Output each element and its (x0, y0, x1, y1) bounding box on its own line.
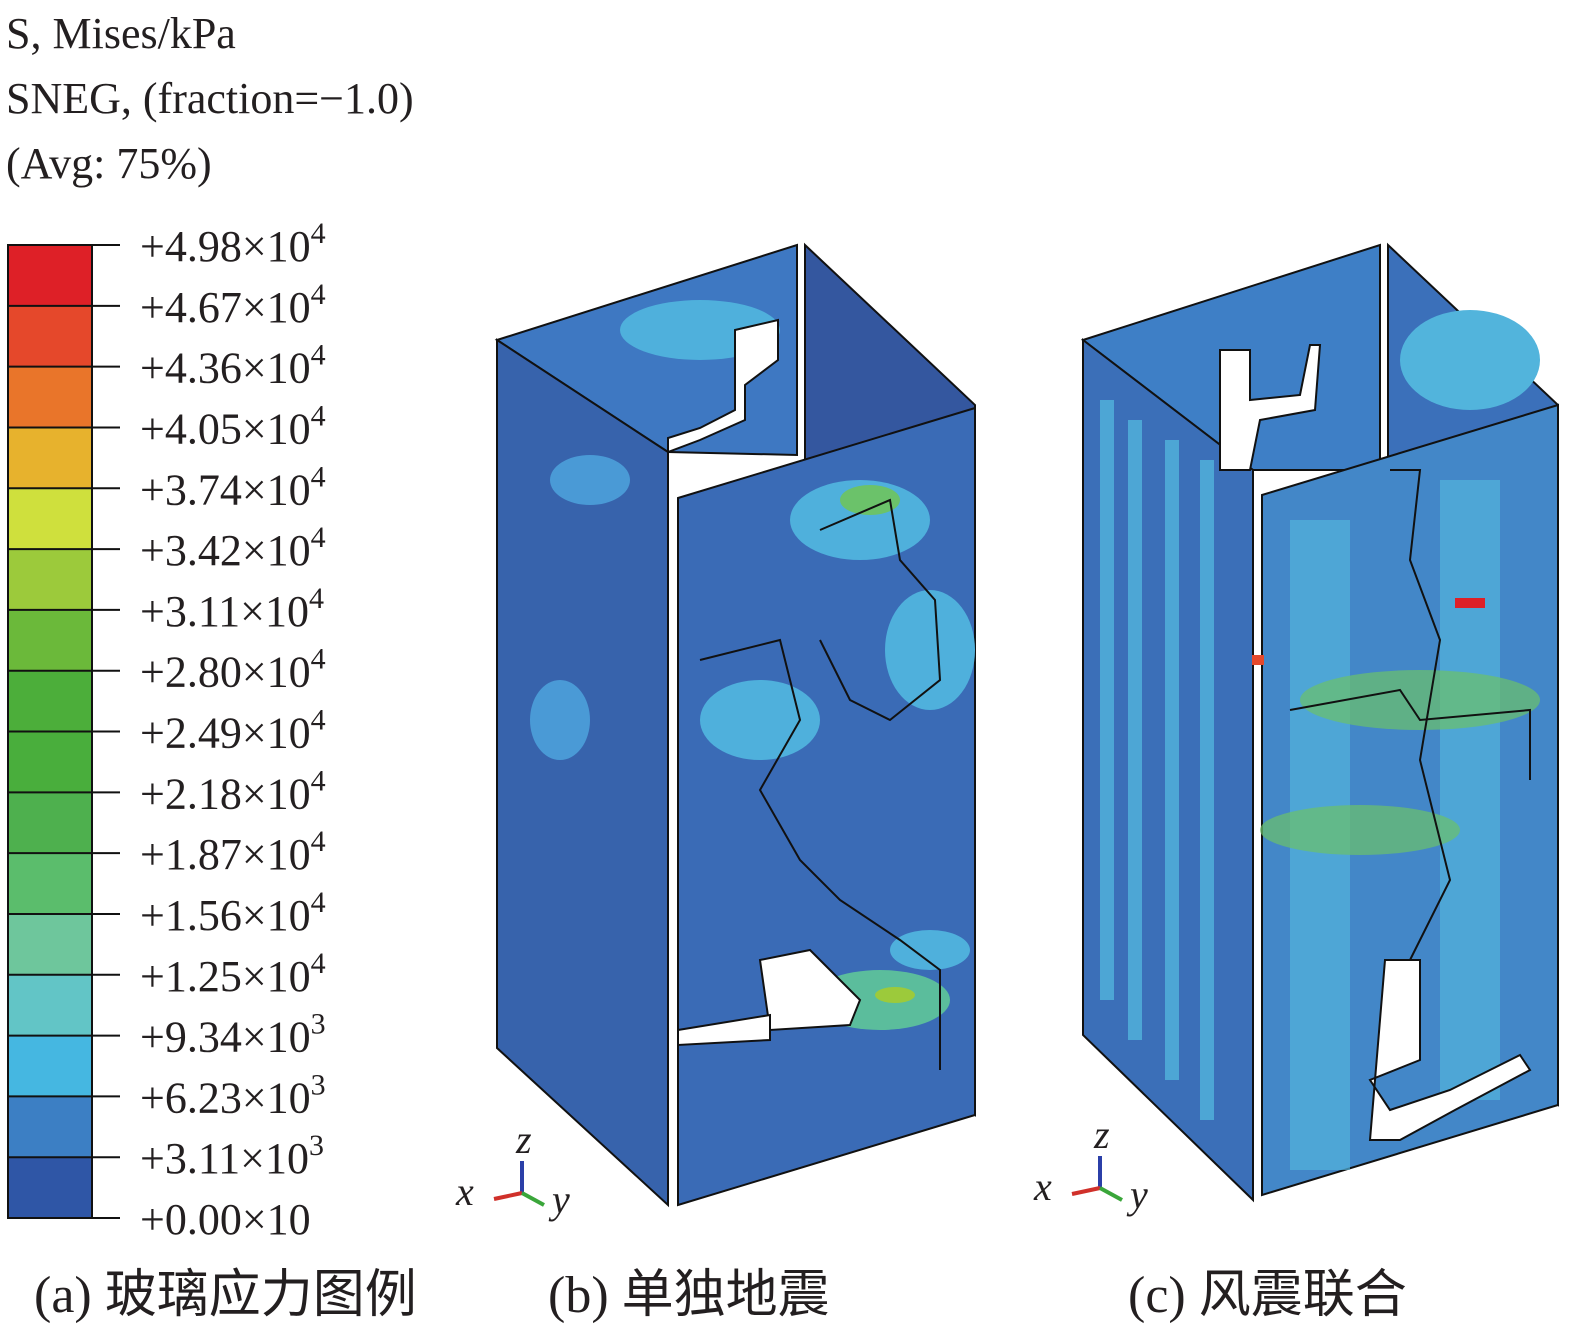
tick-exponent: 4 (311, 947, 326, 980)
axis-y (521, 1191, 545, 1207)
legend-tick-label: +3.11×104 (140, 582, 324, 636)
legend-tick-label: +6.23×103 (140, 1068, 326, 1122)
tick-exponent: 4 (311, 278, 326, 311)
tick-mantissa: +1.56×10 (140, 891, 311, 940)
legend: S, Mises/kPa SNEG, (fraction=−1.0) (Avg:… (6, 9, 414, 1244)
legend-tick-label: +4.98×104 (140, 217, 326, 271)
legend-tick-label: +2.49×104 (140, 704, 326, 758)
legend-tick-label: +3.42×104 (140, 521, 326, 575)
axis-x (1071, 1186, 1101, 1196)
legend-tick-label: +0.00×10 (140, 1195, 311, 1244)
axis-label: z (515, 1117, 532, 1162)
color-band (8, 488, 92, 550)
tick-exponent: 4 (309, 582, 324, 615)
tick-exponent: 4 (311, 825, 326, 858)
legend-tick-label: +1.25×104 (140, 947, 326, 1001)
tick-exponent: 4 (311, 339, 326, 372)
color-band (8, 913, 92, 975)
tick-mantissa: +3.11×10 (140, 1134, 309, 1183)
tick-mantissa: +3.42×10 (140, 526, 311, 575)
color-band (8, 305, 92, 367)
tick-mantissa: +9.34×10 (140, 1013, 311, 1062)
axis-y (1099, 1186, 1123, 1202)
axis-label: y (1126, 1172, 1148, 1217)
legend-tick-label: +9.34×103 (140, 1008, 326, 1062)
color-band (8, 549, 92, 610)
legend-tick-label: +3.74×104 (140, 460, 326, 514)
model-c (1080, 242, 1559, 1203)
legend-tick-label: +3.11×103 (140, 1129, 324, 1183)
tick-mantissa: +3.74×10 (140, 465, 311, 514)
legend-tick-label: +4.05×104 (140, 399, 326, 453)
tick-exponent: 4 (311, 460, 326, 493)
color-band (8, 1035, 92, 1097)
tick-mantissa: +1.87×10 (140, 830, 311, 879)
color-band (8, 245, 92, 306)
axis-label: x (455, 1169, 474, 1214)
caption: (c) 风震联合 (1128, 1267, 1407, 1324)
color-band (8, 1157, 92, 1218)
tick-mantissa: +4.98×10 (140, 222, 311, 271)
tick-mantissa: +3.11×10 (140, 587, 309, 636)
tick-mantissa: +2.49×10 (140, 709, 311, 758)
axis-label: z (1093, 1112, 1110, 1157)
tick-mantissa: +0.00×10 (140, 1195, 311, 1244)
color-band (8, 731, 92, 793)
legend-tick-label: +4.67×104 (140, 278, 326, 332)
legend-title: SNEG, (fraction=−1.0) (6, 74, 414, 123)
color-band (8, 792, 92, 854)
tick-mantissa: +6.23×10 (140, 1073, 311, 1122)
tick-mantissa: +4.05×10 (140, 404, 311, 453)
tick-mantissa: +1.25×10 (140, 952, 311, 1001)
caption: (a) 玻璃应力图例 (34, 1267, 417, 1324)
tick-exponent: 4 (311, 217, 326, 250)
tick-mantissa: +4.67×10 (140, 283, 311, 332)
tick-mantissa: +2.18×10 (140, 769, 311, 818)
tick-exponent: 4 (311, 886, 326, 919)
legend-tick-label: +1.56×104 (140, 886, 326, 940)
color-band (8, 670, 92, 732)
model-b (494, 242, 976, 1208)
axis-triads: zx yzx y (455, 1112, 1148, 1222)
legend-tick-label: +2.80×104 (140, 643, 326, 697)
legend-tick-label: +1.87×104 (140, 825, 326, 879)
tick-mantissa: +2.80×10 (140, 648, 311, 697)
tick-exponent: 4 (311, 764, 326, 797)
tick-exponent: 3 (311, 1068, 326, 1101)
tick-exponent: 4 (311, 399, 326, 432)
legend-tick-label: +2.18×104 (140, 764, 326, 818)
color-band (8, 427, 92, 489)
legend-title: (Avg: 75%) (6, 139, 212, 188)
axis-x (493, 1191, 523, 1201)
tick-exponent: 4 (311, 643, 326, 676)
tick-exponent: 3 (309, 1129, 324, 1162)
legend-tick-label: +4.36×104 (140, 339, 326, 393)
legend-title: S, Mises/kPa (6, 9, 236, 58)
color-band (8, 366, 92, 428)
axis-label: x (1033, 1164, 1052, 1209)
color-band (8, 974, 92, 1036)
tick-exponent: 3 (311, 1008, 326, 1041)
tick-mantissa: +4.36×10 (140, 344, 311, 393)
tick-exponent: 4 (311, 521, 326, 554)
tick-exponent: 4 (311, 704, 326, 737)
color-band (8, 609, 92, 671)
caption: (b) 单独地震 (548, 1267, 830, 1324)
axis-label: y (548, 1177, 570, 1222)
color-band (8, 1096, 92, 1158)
color-band (8, 853, 92, 914)
